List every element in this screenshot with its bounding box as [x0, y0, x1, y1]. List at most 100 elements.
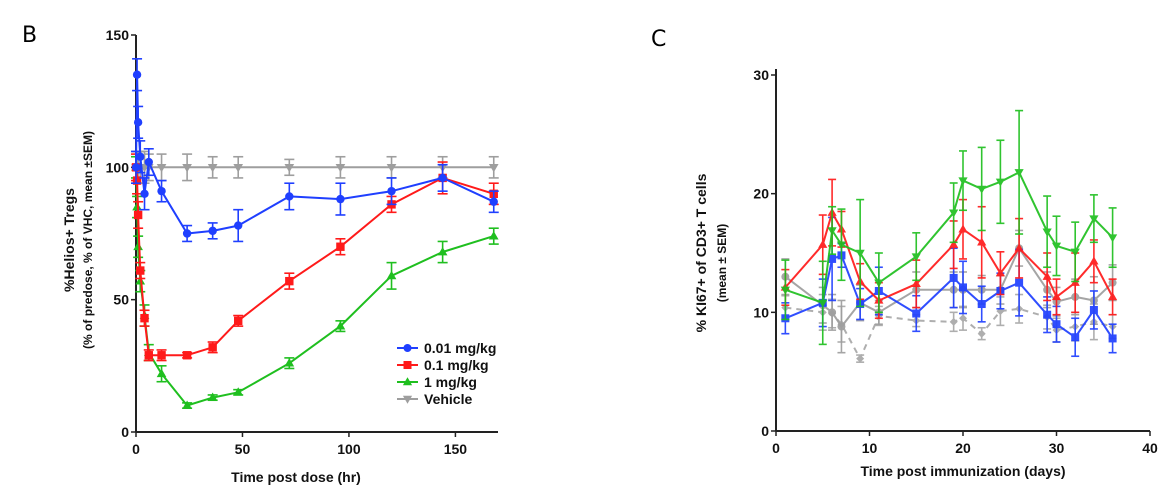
panel-c-x-tick-label: 40: [1142, 440, 1158, 456]
data-point: [995, 178, 1005, 187]
legend-label: 1 mg/kg: [424, 374, 477, 390]
panel-b-x-tick-label: 0: [132, 441, 140, 457]
data-point: [182, 163, 192, 173]
data-point: [818, 299, 828, 308]
panel-c-letter: C: [651, 27, 666, 52]
data-point: [1108, 234, 1118, 243]
data-point: [144, 157, 153, 167]
panel-b-x-tick-label: 50: [235, 441, 251, 457]
data-point: [387, 186, 396, 196]
data-point: [995, 268, 1005, 277]
data-point: [233, 163, 244, 173]
panel-c-y-tick-label: 30: [753, 67, 769, 83]
data-point: [156, 163, 167, 173]
data-point: [133, 241, 143, 251]
data-point: [335, 321, 346, 330]
panel-b-xlabel: Time post dose (hr): [231, 469, 361, 485]
data-point: [488, 231, 499, 240]
data-point: [207, 392, 218, 401]
legend-label: Vehicle: [424, 391, 472, 407]
data-point: [157, 351, 166, 360]
panel-b-y-axis-title: %Helios+ Tregs (% of predose, % of VHC, …: [61, 131, 95, 349]
data-point: [1108, 292, 1118, 301]
data-point: [911, 253, 921, 262]
data-point: [949, 209, 959, 218]
data-point: [284, 358, 295, 367]
data-point: [488, 163, 499, 173]
data-point: [156, 368, 167, 378]
data-point: [437, 246, 448, 256]
data-point: [1070, 248, 1080, 257]
data-point: [856, 354, 865, 363]
data-point: [949, 317, 958, 326]
data-point: [977, 185, 987, 194]
data-point: [386, 163, 397, 173]
panel-b-y-tick-label: 150: [106, 27, 130, 43]
data-point: [977, 237, 987, 246]
data-point: [1071, 333, 1080, 342]
panel-b-ylabel-sub: (% of predose, % of VHC, mean ±SEM): [81, 131, 95, 349]
data-point: [285, 192, 294, 201]
data-point: [1043, 310, 1052, 319]
data-point: [234, 316, 243, 326]
panel-c: C % KI67+ of CD3+ T cells (mean ± SEM) T…: [651, 27, 1158, 479]
data-point: [1042, 228, 1052, 237]
data-point: [207, 163, 218, 173]
series-0-01-mg-kg: [131, 58, 499, 243]
series-line: [785, 254, 1114, 339]
data-point: [827, 227, 837, 236]
data-point: [285, 276, 294, 286]
panel-c-y-tick-label: 10: [753, 304, 769, 320]
data-point: [1052, 320, 1061, 329]
data-point: [855, 249, 865, 258]
legend-marker: [402, 377, 413, 386]
panel-c-x-tick-label: 10: [862, 440, 878, 456]
data-point: [949, 239, 959, 248]
data-point: [818, 239, 828, 248]
data-point: [977, 329, 986, 338]
data-point: [234, 221, 243, 230]
legend-marker: [403, 344, 412, 352]
data-point: [1108, 334, 1117, 343]
data-point: [144, 351, 153, 360]
series-line: [135, 167, 494, 357]
panel-b-y-tick-label: 100: [106, 159, 130, 175]
series-0-1-mg-kg: [131, 153, 499, 362]
panel-c-y-axis-title: % KI67+ of CD3+ T cells (mean ± SEM): [693, 173, 729, 332]
series-green: [780, 109, 1118, 346]
data-point: [958, 224, 968, 233]
data-point: [1014, 169, 1024, 178]
panel-c-x-tick-label: 20: [955, 440, 971, 456]
panel-c-y-tick-label: 0: [761, 423, 769, 439]
panel-b-x-tick-label: 100: [337, 441, 361, 457]
panel-b-plot-area: [131, 58, 499, 409]
data-point: [959, 283, 967, 292]
data-point: [837, 322, 846, 331]
data-point: [828, 254, 837, 263]
data-point: [959, 314, 967, 323]
data-point: [136, 152, 145, 161]
data-point: [157, 186, 166, 196]
data-point: [133, 210, 143, 220]
data-point: [335, 163, 346, 173]
data-point: [958, 177, 968, 186]
panel-c-y-tick-label: 20: [753, 186, 769, 202]
data-point: [336, 242, 345, 251]
panel-c-axes: 0 10 20 30 0 10 20 30 40: [753, 67, 1158, 456]
panel-c-plot-area: [780, 109, 1118, 363]
data-point: [1042, 271, 1052, 280]
panel-b: B %Helios+ Tregs (% of predose, % of VHC…: [22, 23, 499, 485]
panel-c-ylabel-sub: (mean ± SEM): [715, 224, 729, 303]
data-point: [438, 173, 447, 183]
panel-c-ylabel: % KI67+ of CD3+ T cells: [693, 173, 709, 332]
data-point: [132, 176, 142, 185]
legend-item: 0.1 mg/kg: [397, 357, 489, 373]
panel-b-y-tick-label: 50: [113, 292, 129, 308]
panel-b-ylabel: %Helios+ Tregs: [61, 188, 77, 292]
legend-item: Vehicle: [397, 391, 472, 407]
data-point: [1089, 256, 1099, 265]
legend-item: 0.01 mg/kg: [397, 340, 496, 356]
panel-c-x-tick-label: 30: [1049, 440, 1065, 456]
